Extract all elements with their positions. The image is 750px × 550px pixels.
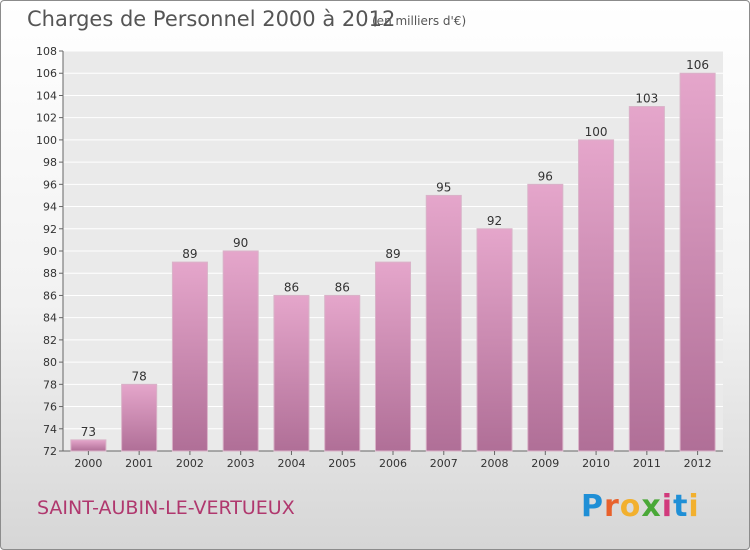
y-tick-label: 108 (36, 45, 57, 58)
data-label-2005: 86 (335, 280, 350, 294)
logo-letter: i (688, 489, 700, 524)
data-label-2004: 86 (284, 280, 299, 294)
x-tick-label-2008: 2008 (481, 457, 509, 470)
logo-letter: x (641, 489, 662, 524)
y-tick-label: 92 (43, 223, 57, 236)
y-tick-label: 104 (36, 89, 57, 102)
y-tick-label: 94 (43, 201, 57, 214)
x-tick-label-2012: 2012 (684, 457, 712, 470)
y-tick-label: 82 (43, 334, 57, 347)
x-tick-label-2006: 2006 (379, 457, 407, 470)
y-tick-label: 84 (43, 312, 57, 325)
x-tick-label-2007: 2007 (430, 457, 458, 470)
x-tick-label-2000: 2000 (74, 457, 102, 470)
logo-letter: r (604, 489, 620, 524)
data-label-2001: 78 (132, 369, 147, 383)
data-label-2009: 96 (538, 169, 553, 183)
y-tick-label: 72 (43, 445, 57, 458)
logo-letter: o (619, 489, 642, 524)
bar-2006 (374, 261, 412, 452)
bar-2000 (70, 439, 107, 452)
x-tick-label-2003: 2003 (227, 457, 255, 470)
data-label-2006: 89 (385, 247, 400, 261)
bar-2012 (679, 72, 716, 452)
logo-letter: P (581, 489, 604, 524)
logo-letter: i (661, 489, 674, 524)
y-tick-label: 98 (43, 156, 57, 169)
y-tick-label: 88 (43, 267, 57, 280)
chart-title: Charges de Personnel 2000 à 2012 (27, 7, 396, 31)
location-name: SAINT-AUBIN-LE-VERTUEUX (37, 497, 295, 519)
data-label-2010: 100 (585, 125, 608, 139)
y-tick-label: 76 (43, 401, 57, 414)
y-tick-label: 106 (36, 67, 57, 80)
y-tick-label: 80 (43, 356, 57, 369)
x-tick-label-2005: 2005 (328, 457, 356, 470)
data-label-2002: 89 (182, 247, 197, 261)
bar-2005 (324, 294, 361, 452)
x-tick-label-2002: 2002 (176, 457, 204, 470)
y-tick-label: 96 (43, 178, 57, 191)
data-label-2012: 106 (686, 58, 709, 72)
chart-subtitle: (en milliers d'€) (372, 14, 467, 28)
data-label-2007: 95 (436, 180, 451, 194)
bar-2002 (171, 261, 208, 452)
data-label-2008: 92 (487, 214, 502, 228)
bar-2003 (222, 250, 259, 452)
bar-2007 (425, 194, 462, 452)
y-tick-label: 90 (43, 245, 57, 258)
bar-2009 (527, 183, 564, 452)
bar-2008 (476, 228, 513, 452)
x-tick-label-2004: 2004 (277, 457, 305, 470)
bar-2010 (578, 139, 615, 452)
data-label-2003: 90 (233, 236, 248, 250)
x-tick-label-2001: 2001 (125, 457, 153, 470)
y-tick-label: 102 (36, 112, 57, 125)
y-tick-label: 74 (43, 423, 57, 436)
y-tick-label: 86 (43, 289, 57, 302)
data-label-2011: 103 (635, 92, 658, 106)
bar-2011 (628, 106, 665, 452)
x-tick-label-2009: 2009 (531, 457, 559, 470)
y-tick-label: 78 (43, 378, 57, 391)
bar-2004 (273, 294, 310, 452)
x-tick-label-2010: 2010 (582, 457, 610, 470)
logo-letter: t (673, 489, 689, 524)
data-label-2000: 73 (81, 425, 96, 439)
proxiti-logo: Proxiti (581, 489, 700, 524)
y-tick-label: 100 (36, 134, 57, 147)
x-tick-label-2011: 2011 (633, 457, 661, 470)
bar-2001 (121, 383, 158, 452)
